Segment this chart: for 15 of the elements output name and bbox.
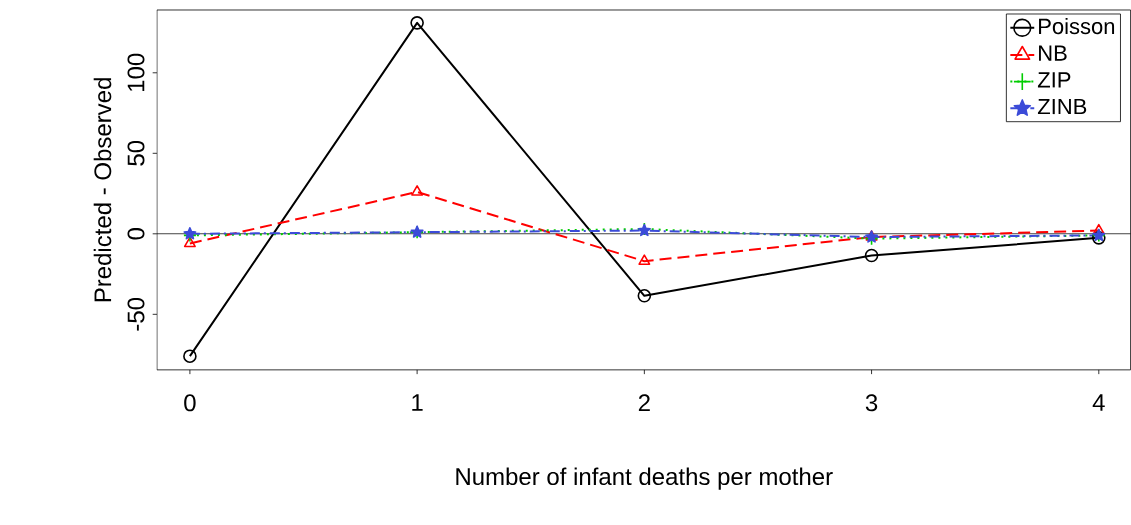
x-tick-label: 4 (1092, 394, 1105, 411)
x-tick-label: 3 (865, 394, 878, 412)
legend-label: Poisson (1039, 18, 1115, 35)
y-tick-label: 50 (127, 141, 145, 166)
legend-label: ZIP (1037, 72, 1071, 88)
x-tick-label: 2 (638, 394, 650, 412)
x-tick-label: 1 (412, 394, 423, 411)
y-tick-label: 0 (127, 228, 145, 240)
x-axis-title: Number of infant deaths per mother (456, 467, 833, 490)
x-tick-label: 0 (184, 394, 196, 412)
y-tick-label: -50 (127, 298, 145, 331)
legend-label: NB (1039, 45, 1067, 61)
legend-label: ZINB (1037, 99, 1087, 115)
y-tick-label: 100 (127, 53, 145, 92)
y-axis-title: Predicted - Observed (93, 78, 112, 302)
